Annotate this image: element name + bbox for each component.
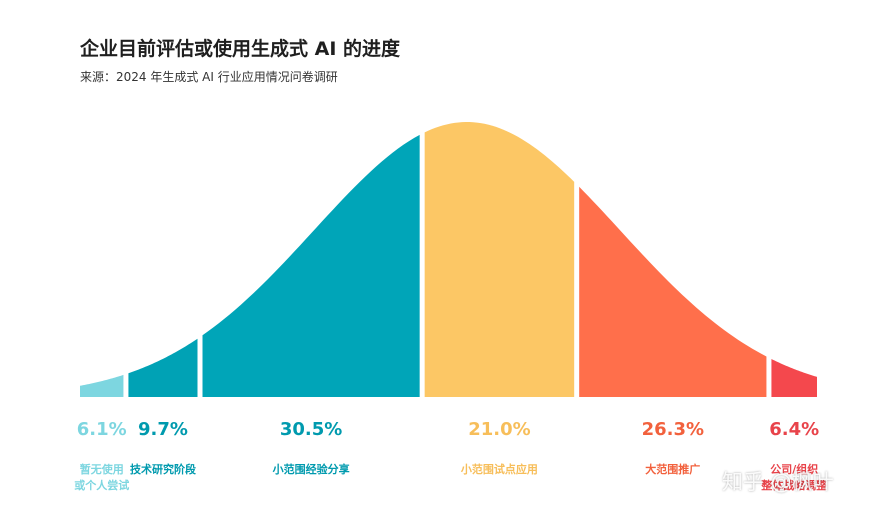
chart-subtitle: 来源：2024 年生成式 AI 行业应用情况问卷调研	[80, 70, 338, 84]
value-label-5: 26.3%	[642, 419, 704, 440]
category-label-4-line-1: 小范围试点应用	[460, 462, 538, 476]
segment-6	[771, 359, 817, 397]
category-label-6-line-2: 整体战略调整	[760, 478, 827, 492]
category-label-5-line-1: 大范围推广	[645, 462, 700, 476]
segment-5	[579, 186, 767, 397]
category-label-6-line-1: 公司/组织	[770, 462, 818, 476]
segment-4	[424, 122, 575, 397]
category-label-2-line-1: 技术研究阶段	[130, 462, 196, 476]
value-label-6: 6.4%	[769, 419, 819, 440]
category-label-3-line-1: 小范围经验分享	[272, 462, 350, 476]
chart-title: 企业目前评估或使用生成式 AI 的进度	[80, 38, 401, 60]
value-label-2: 9.7%	[138, 419, 188, 440]
segment-1	[80, 374, 124, 397]
value-label-4: 21.0%	[468, 419, 530, 440]
category-label-1-line-1: 暂无使用	[80, 462, 124, 476]
category-label-1-line-2: 或个人尝试	[74, 478, 129, 492]
value-label-3: 30.5%	[280, 419, 342, 440]
segments-layer	[80, 122, 817, 398]
segment-2	[128, 338, 198, 397]
segment-3	[202, 134, 420, 398]
watermark: 知乎 @枫叶	[722, 470, 834, 494]
value-label-1: 6.1%	[77, 419, 127, 440]
values-layer: 6.1% 9.7% 30.5% 21.0% 26.3% 6.4%	[77, 419, 819, 440]
